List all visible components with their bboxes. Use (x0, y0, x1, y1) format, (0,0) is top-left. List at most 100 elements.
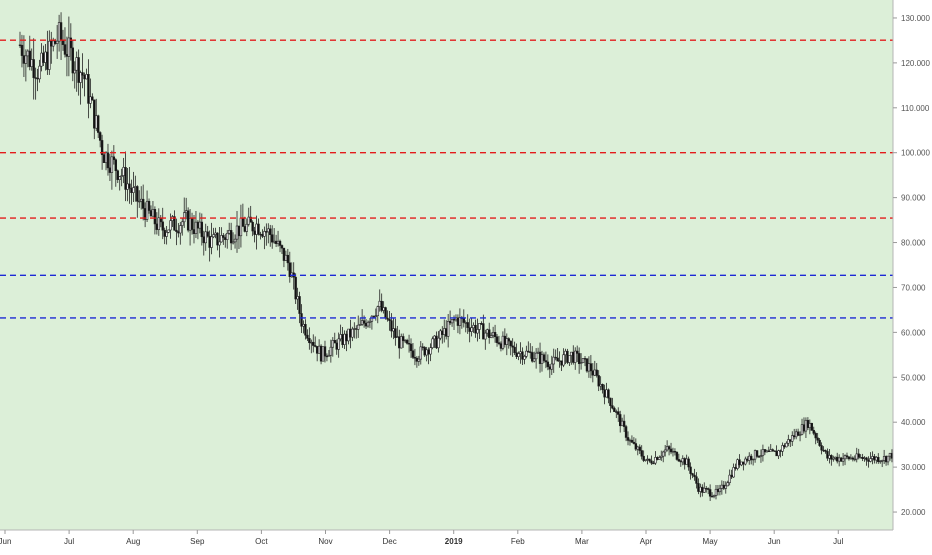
candle-down (206, 231, 209, 237)
candle-up (532, 358, 536, 362)
candle-up (748, 455, 751, 461)
candle-down (251, 221, 254, 232)
candle-up (761, 449, 765, 456)
x-tick-label: Apr (640, 537, 653, 546)
candle-down (656, 457, 659, 460)
candle-down (202, 236, 205, 244)
candle-up (804, 419, 808, 432)
candle-down (136, 186, 139, 202)
candle-down (265, 231, 268, 233)
candle-up (662, 451, 665, 457)
candle-down (667, 446, 671, 450)
candle-up (134, 186, 137, 188)
candle-down (241, 217, 245, 227)
candle-up (736, 459, 739, 469)
candle-down (108, 167, 112, 173)
candle-up (536, 351, 540, 354)
candle-down (257, 223, 260, 235)
candle-up (636, 446, 639, 450)
candle-up (317, 345, 321, 354)
candle-up (235, 225, 239, 240)
candle-down (208, 235, 211, 248)
candle-down (413, 357, 417, 359)
x-tick-label: May (703, 537, 718, 546)
plot-background (0, 0, 893, 530)
candle-up (832, 457, 835, 460)
candle-down (677, 459, 681, 462)
candle-up (720, 484, 724, 489)
candle-up (57, 22, 61, 42)
candle-down (619, 414, 622, 427)
candle-down (789, 439, 792, 442)
y-tick-label: 60.000 (901, 328, 926, 337)
candle-down (269, 228, 272, 236)
candle-down (468, 327, 471, 332)
candle-up (740, 461, 743, 466)
candle-up (165, 232, 168, 237)
candle-down (624, 426, 628, 438)
y-tick-label: 80.000 (901, 239, 926, 248)
price-axis-area (893, 0, 932, 550)
candle-down (114, 159, 117, 171)
candle-down (380, 300, 383, 311)
candle-up (564, 350, 567, 356)
candle-down (679, 460, 683, 463)
candle-down (335, 342, 338, 350)
candle-up (145, 200, 149, 220)
candle-down (128, 183, 131, 189)
candle-up (157, 217, 161, 230)
candle-down (749, 455, 753, 461)
candle-down (877, 456, 880, 462)
candle-up (446, 321, 450, 337)
candle-up (517, 353, 520, 357)
candle-down (394, 328, 397, 338)
candle-up (198, 221, 202, 229)
candle-down (386, 317, 389, 320)
candle-down (757, 456, 761, 458)
candle-up (184, 210, 188, 213)
candle-down (243, 226, 247, 232)
candle-up (791, 435, 794, 442)
candle-down (63, 44, 67, 55)
candle-up (331, 340, 335, 348)
candle-up (882, 456, 886, 461)
candle-down (499, 343, 503, 349)
candle-up (419, 346, 422, 360)
candle-down (792, 435, 796, 438)
candle-down (796, 431, 800, 436)
candle-down (867, 459, 870, 462)
candle-up (218, 241, 221, 246)
candle-up (665, 446, 669, 451)
candle-up (378, 300, 381, 307)
candle-down (814, 433, 817, 439)
candle-down (341, 334, 344, 345)
candle-up (724, 485, 727, 489)
candle-up (40, 52, 43, 67)
candle-down (630, 439, 634, 443)
candle-up (699, 486, 702, 492)
candle-up (210, 236, 213, 248)
candle-up (464, 322, 467, 324)
candle-down (638, 446, 641, 451)
candle-down (306, 334, 309, 339)
candle-down (708, 489, 712, 497)
candle-down (271, 234, 274, 243)
candle-down (69, 37, 73, 49)
candle-up (849, 457, 853, 460)
candle-down (466, 322, 469, 328)
candle-up (247, 216, 250, 225)
candle-up (644, 459, 647, 461)
candle-down (642, 455, 645, 461)
candle-up (138, 200, 141, 203)
candle-down (755, 450, 759, 457)
candle-up (765, 450, 769, 453)
candle-up (712, 495, 716, 497)
candle-down (401, 336, 405, 342)
candle-up (239, 217, 243, 237)
candle-down (278, 240, 282, 246)
candle-down (542, 354, 546, 361)
x-tick-label: Jul (833, 537, 843, 546)
candle-up (38, 65, 41, 80)
candle-up (855, 453, 858, 460)
x-tick-label: Aug (126, 537, 140, 546)
